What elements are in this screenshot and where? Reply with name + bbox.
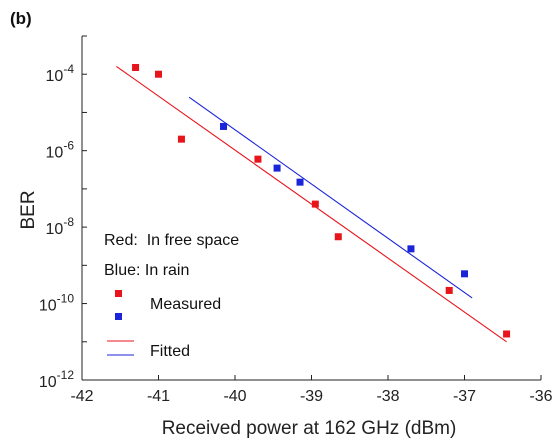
legend-marker-red: [115, 290, 122, 297]
data-point-blue: [273, 164, 281, 172]
y-tick-label: 10-8: [46, 215, 75, 238]
legend-marker-blue: [115, 313, 122, 320]
x-axis-label: Received power at 162 GHz (dBm): [162, 418, 457, 439]
data-point-red: [177, 135, 185, 143]
ticks: -42 -41 -40 -39 -38 -37 -36 10-4 10-6 10-8 10-10 10…: [39, 35, 553, 405]
axes: [81, 36, 541, 381]
data-point-blue: [407, 245, 415, 253]
y-tick-label: 10-6: [46, 139, 75, 162]
data-point-red: [503, 330, 511, 338]
data-point-blue: [296, 178, 304, 186]
x-tick-label: -37: [453, 388, 476, 405]
data-point-red: [254, 155, 262, 163]
x-tick-label: -38: [376, 388, 399, 405]
data-point-red: [132, 63, 140, 71]
x-tick-label: -41: [147, 388, 170, 405]
annotation-blue: Blue: In rain: [104, 262, 189, 279]
data-point-red: [445, 286, 453, 294]
panel-label: (b): [10, 9, 32, 28]
legend-label-measured: Measured: [150, 296, 221, 313]
y-axis-label: BER: [18, 190, 39, 229]
fitted-line-blue: [188, 96, 473, 299]
data-point-red: [155, 70, 162, 78]
x-tick-label: -42: [70, 388, 93, 405]
y-tick-label: 10-12: [39, 368, 74, 391]
y-tick-label: 10-4: [46, 62, 75, 85]
annotation-red: Red: In free space: [104, 232, 239, 249]
legend-label-fitted: Fitted: [150, 343, 190, 360]
data-point-blue: [461, 270, 468, 278]
x-tick-label: -40: [223, 388, 246, 405]
legend: Measured Fitted: [107, 290, 221, 360]
x-tick-label: -36: [529, 388, 552, 405]
y-tick-label: 10-10: [39, 292, 74, 315]
data-point-red: [311, 200, 319, 208]
x-tick-label: -39: [300, 388, 323, 405]
data-point-blue: [220, 122, 228, 130]
measured-points: [132, 63, 511, 338]
fitted-line-red: [116, 65, 507, 343]
fitted-lines: [116, 65, 507, 343]
data-point-red: [334, 233, 342, 241]
